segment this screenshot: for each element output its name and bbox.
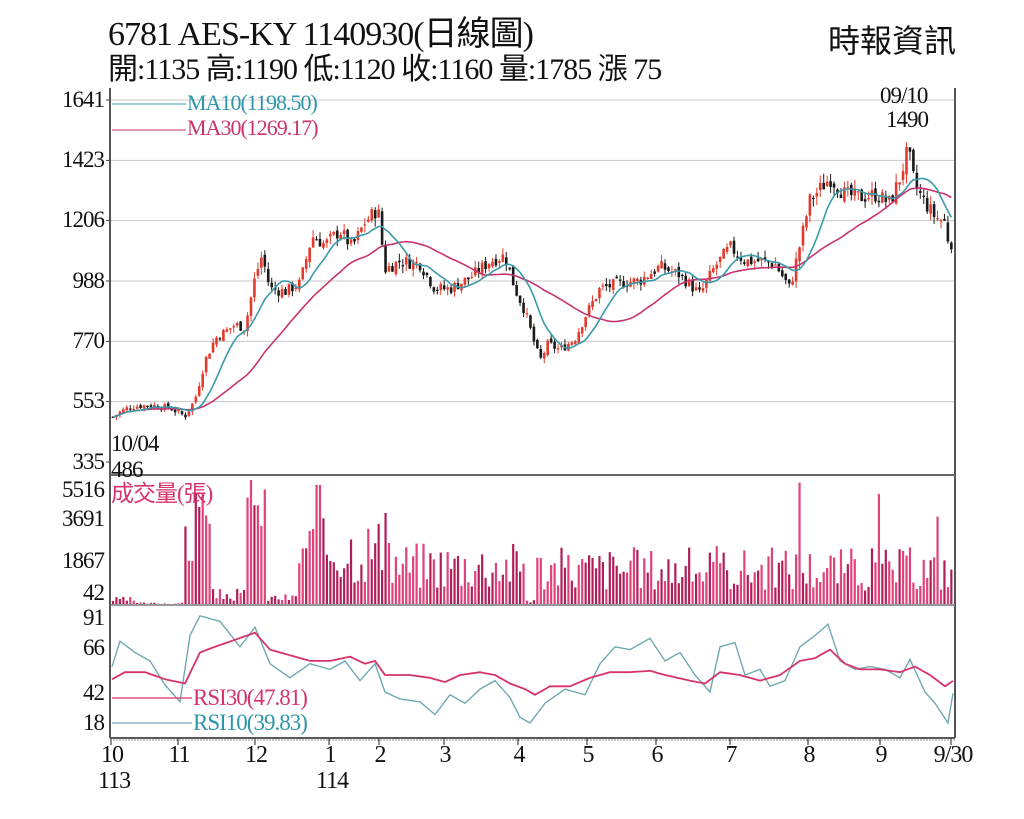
ma10-legend: MA10(1198.50) [187, 90, 318, 115]
price-tick-770: 770 [72, 328, 106, 353]
x-label-may: 5 [582, 742, 595, 768]
volume-tick-3691: 3691 [62, 506, 105, 531]
price-gridlines [111, 99, 954, 403]
x-label-mar: 3 [439, 742, 452, 768]
rsi30-legend: RSI30(47.81) [193, 685, 308, 710]
high-value-annotation: 1490 [886, 107, 929, 132]
rsi-tick-66: 66 [83, 635, 105, 660]
x-label-jul: 7 [725, 742, 738, 768]
x-year-114: 114 [316, 768, 349, 794]
x-label-dec: 12 [245, 742, 268, 768]
x-label-end: 9/30 [933, 742, 974, 768]
price-tick-335: 335 [72, 449, 106, 474]
legend-swatches [112, 103, 192, 724]
x-label-sep: 9 [875, 742, 888, 768]
chart-frame [106, 88, 956, 745]
price-tick-1423: 1423 [62, 147, 105, 172]
low-date-annotation: 10/04 [111, 431, 159, 456]
x-label-apr: 4 [513, 742, 526, 768]
ma30-line [112, 187, 952, 418]
ma30-legend: MA30(1269.17) [187, 115, 319, 140]
price-tick-553: 553 [72, 388, 106, 413]
volume-tick-42: 42 [83, 580, 105, 605]
x-label-jun: 6 [651, 742, 664, 768]
rsi30-line [111, 631, 954, 696]
volume-tick-5516: 5516 [62, 477, 105, 502]
rsi-tick-91: 91 [83, 605, 105, 630]
x-label-aug: 8 [803, 742, 816, 768]
price-tick-988: 988 [72, 268, 106, 293]
rsi10-line [111, 614, 954, 725]
ma10-line [112, 177, 953, 418]
brand-label: 時報資訊 [828, 23, 957, 59]
volume-panel-label: 成交量(張) [111, 481, 213, 506]
rsi-tick-42: 42 [83, 680, 105, 705]
low-value-annotation: 486 [111, 457, 143, 482]
chart-title: 6781 AES-KY 1140930(日線圖) [108, 16, 534, 53]
x-label-oct: 10 [101, 742, 124, 768]
x-label-feb: 2 [374, 742, 387, 768]
ohlc-summary: 開:1135 高:1190 低:1120 收:1160 量:1785 漲 75 [108, 53, 662, 86]
rsi10-legend: RSI10(39.83) [193, 710, 308, 735]
volume-bars [111, 480, 953, 604]
volume-tick-1867: 1867 [62, 548, 105, 573]
rsi-tick-18: 18 [83, 710, 105, 735]
price-tick-1206: 1206 [62, 207, 105, 232]
x-label-jan: 1 [324, 742, 337, 768]
x-label-nov: 11 [168, 742, 190, 768]
high-date-annotation: 09/10 [880, 83, 928, 108]
x-year-113: 113 [98, 768, 131, 794]
price-tick-1641: 1641 [62, 87, 105, 112]
